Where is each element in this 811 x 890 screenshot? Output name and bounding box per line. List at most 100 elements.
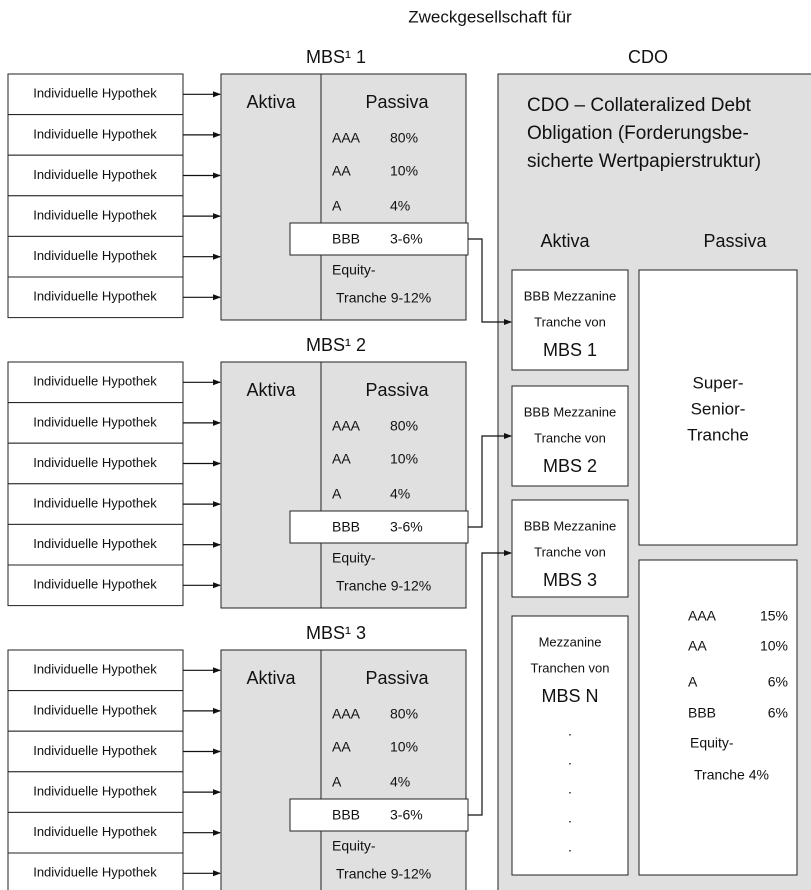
super-senior-text: Senior- — [691, 399, 746, 418]
mortgage-box — [7, 442, 184, 485]
cdo-tranche-rating: AAA — [688, 608, 717, 624]
mortgage-text: Individuelle Hypothek — [33, 824, 157, 839]
mbs-tranche-rating: A — [332, 486, 342, 502]
cdo-asset-text: Tranchen von — [530, 660, 609, 675]
mortgage-box — [7, 361, 184, 404]
mbs-tranche-rating: BBB — [332, 807, 360, 823]
cdo-aktiva: Aktiva — [540, 231, 590, 251]
mbs-tranche-rating: A — [332, 198, 342, 214]
mbs-equity: Equity- — [332, 838, 376, 854]
mbs-equity: Tranche 9-12% — [336, 578, 431, 594]
cdo-tranche-rating: BBB — [688, 705, 716, 721]
cdo-passiva: Passiva — [703, 231, 767, 251]
mortgage-box — [7, 771, 184, 813]
mortgage-text: Individuelle Hypothek — [33, 455, 157, 470]
mbs-title: MBS¹ 3 — [306, 623, 366, 643]
mbs-tranche-rating: A — [332, 774, 342, 790]
mbs-equity: Equity- — [332, 550, 376, 566]
mortgage-text: Individuelle Hypothek — [33, 577, 157, 592]
cdo-tranche-box — [638, 559, 798, 876]
cdo-asset-text: BBB Mezzanine — [524, 404, 617, 419]
mortgage-text: Individuelle Hypothek — [33, 662, 157, 677]
super-senior-text: Tranche — [687, 425, 749, 444]
mbs-tranche-share: 3-6% — [390, 519, 423, 535]
mortgage-text: Individuelle Hypothek — [33, 702, 157, 717]
mbs-tranche-share: 4% — [390, 774, 410, 790]
mortgage-box — [7, 649, 184, 692]
connector-arrow — [468, 550, 512, 816]
cdo-dot: . — [568, 781, 572, 797]
mortgage-text: Individuelle Hypothek — [33, 865, 157, 880]
mortgage-text: Individuelle Hypothek — [33, 167, 157, 182]
bbb-box — [289, 798, 469, 832]
mbs-tranche-share: 10% — [390, 739, 418, 755]
cdo-tranche-rating: A — [688, 674, 698, 690]
mbs-equity: Tranche 9-12% — [336, 866, 431, 882]
mortgage-text: Individuelle Hypothek — [33, 86, 157, 101]
mbs-title: MBS¹ 2 — [306, 335, 366, 355]
mbs-tranche-share: 3-6% — [390, 231, 423, 247]
mortgage-box — [7, 276, 184, 319]
mortgage-box — [7, 523, 184, 566]
mortgage-text: Individuelle Hypothek — [33, 784, 157, 799]
cdo-asset-text: BBB Mezzanine — [524, 288, 617, 303]
super-senior-text: Super- — [692, 373, 743, 392]
mortgage-box — [7, 114, 184, 156]
cdo-description: sicherte Wertpapierstruktur) — [527, 151, 761, 172]
mortgage-box — [7, 154, 184, 197]
cdo-asset-box — [511, 615, 629, 876]
cdo-asset-text: MBS 2 — [543, 456, 597, 476]
cdo-tranche-share: 6% — [768, 674, 788, 690]
mortgage-box — [7, 483, 184, 525]
bbb-box — [289, 222, 469, 256]
mbs-panel — [220, 73, 467, 321]
cdo-tranche-share: 6% — [768, 705, 788, 721]
cdo-asset-box — [511, 269, 629, 371]
mbs-tranche-rating: AA — [332, 163, 351, 179]
super-senior-box — [638, 269, 798, 546]
header: Zweckgesellschaft für — [408, 7, 572, 26]
cdo-asset-text: MBS 1 — [543, 340, 597, 360]
mbs-panel — [220, 361, 467, 609]
mbs-tranche-rating: AAA — [332, 418, 361, 434]
cdo-tranche-rating: AA — [688, 638, 707, 654]
mbs-tranche-share: 80% — [390, 418, 418, 434]
mbs-tranche-share: 4% — [390, 486, 410, 502]
cdo-description: CDO – Collateralized Debt — [527, 95, 752, 116]
cdo-tranche-share: 15% — [760, 608, 788, 624]
cdo-asset-box — [511, 385, 629, 487]
mbs-aktiva: Aktiva — [246, 92, 296, 112]
mortgage-text: Individuelle Hypothek — [33, 536, 157, 551]
cdo-dot: . — [568, 752, 572, 768]
mortgage-box — [7, 564, 184, 607]
cdo-title: CDO — [628, 47, 668, 67]
mortgage-text: Individuelle Hypothek — [33, 496, 157, 511]
mortgage-text: Individuelle Hypothek — [33, 126, 157, 141]
mbs-tranche-rating: AA — [332, 451, 351, 467]
mbs-equity: Tranche 9-12% — [336, 290, 431, 306]
mortgage-text: Individuelle Hypothek — [33, 374, 157, 389]
mbs-tranche-share: 4% — [390, 198, 410, 214]
connector-arrow — [468, 433, 512, 528]
mbs-tranche-share: 3-6% — [390, 807, 423, 823]
mbs-tranche-rating: BBB — [332, 231, 360, 247]
cdo-asset-text: MBS N — [541, 686, 598, 706]
mbs-tranche-rating: AAA — [332, 706, 361, 722]
mbs-tranche-share: 10% — [390, 163, 418, 179]
mortgage-box — [7, 730, 184, 773]
cdo-equity: Tranche 4% — [694, 767, 769, 783]
cdo-description: Obligation (Forderungsbe- — [527, 123, 749, 144]
mortgage-text: Individuelle Hypothek — [33, 208, 157, 223]
cdo-asset-text: MBS 3 — [543, 570, 597, 590]
mbs-tranche-rating: AA — [332, 739, 351, 755]
cdo-asset-text: Mezzanine — [539, 634, 602, 649]
mbs-tranche-rating: BBB — [332, 519, 360, 535]
cdo-dot: . — [568, 839, 572, 855]
mbs-passiva: Passiva — [365, 92, 429, 112]
mbs-panel — [220, 649, 467, 890]
mortgage-text: Individuelle Hypothek — [33, 289, 157, 304]
mbs-passiva: Passiva — [365, 380, 429, 400]
mbs-tranche-share: 80% — [390, 130, 418, 146]
mortgage-box — [7, 852, 184, 890]
